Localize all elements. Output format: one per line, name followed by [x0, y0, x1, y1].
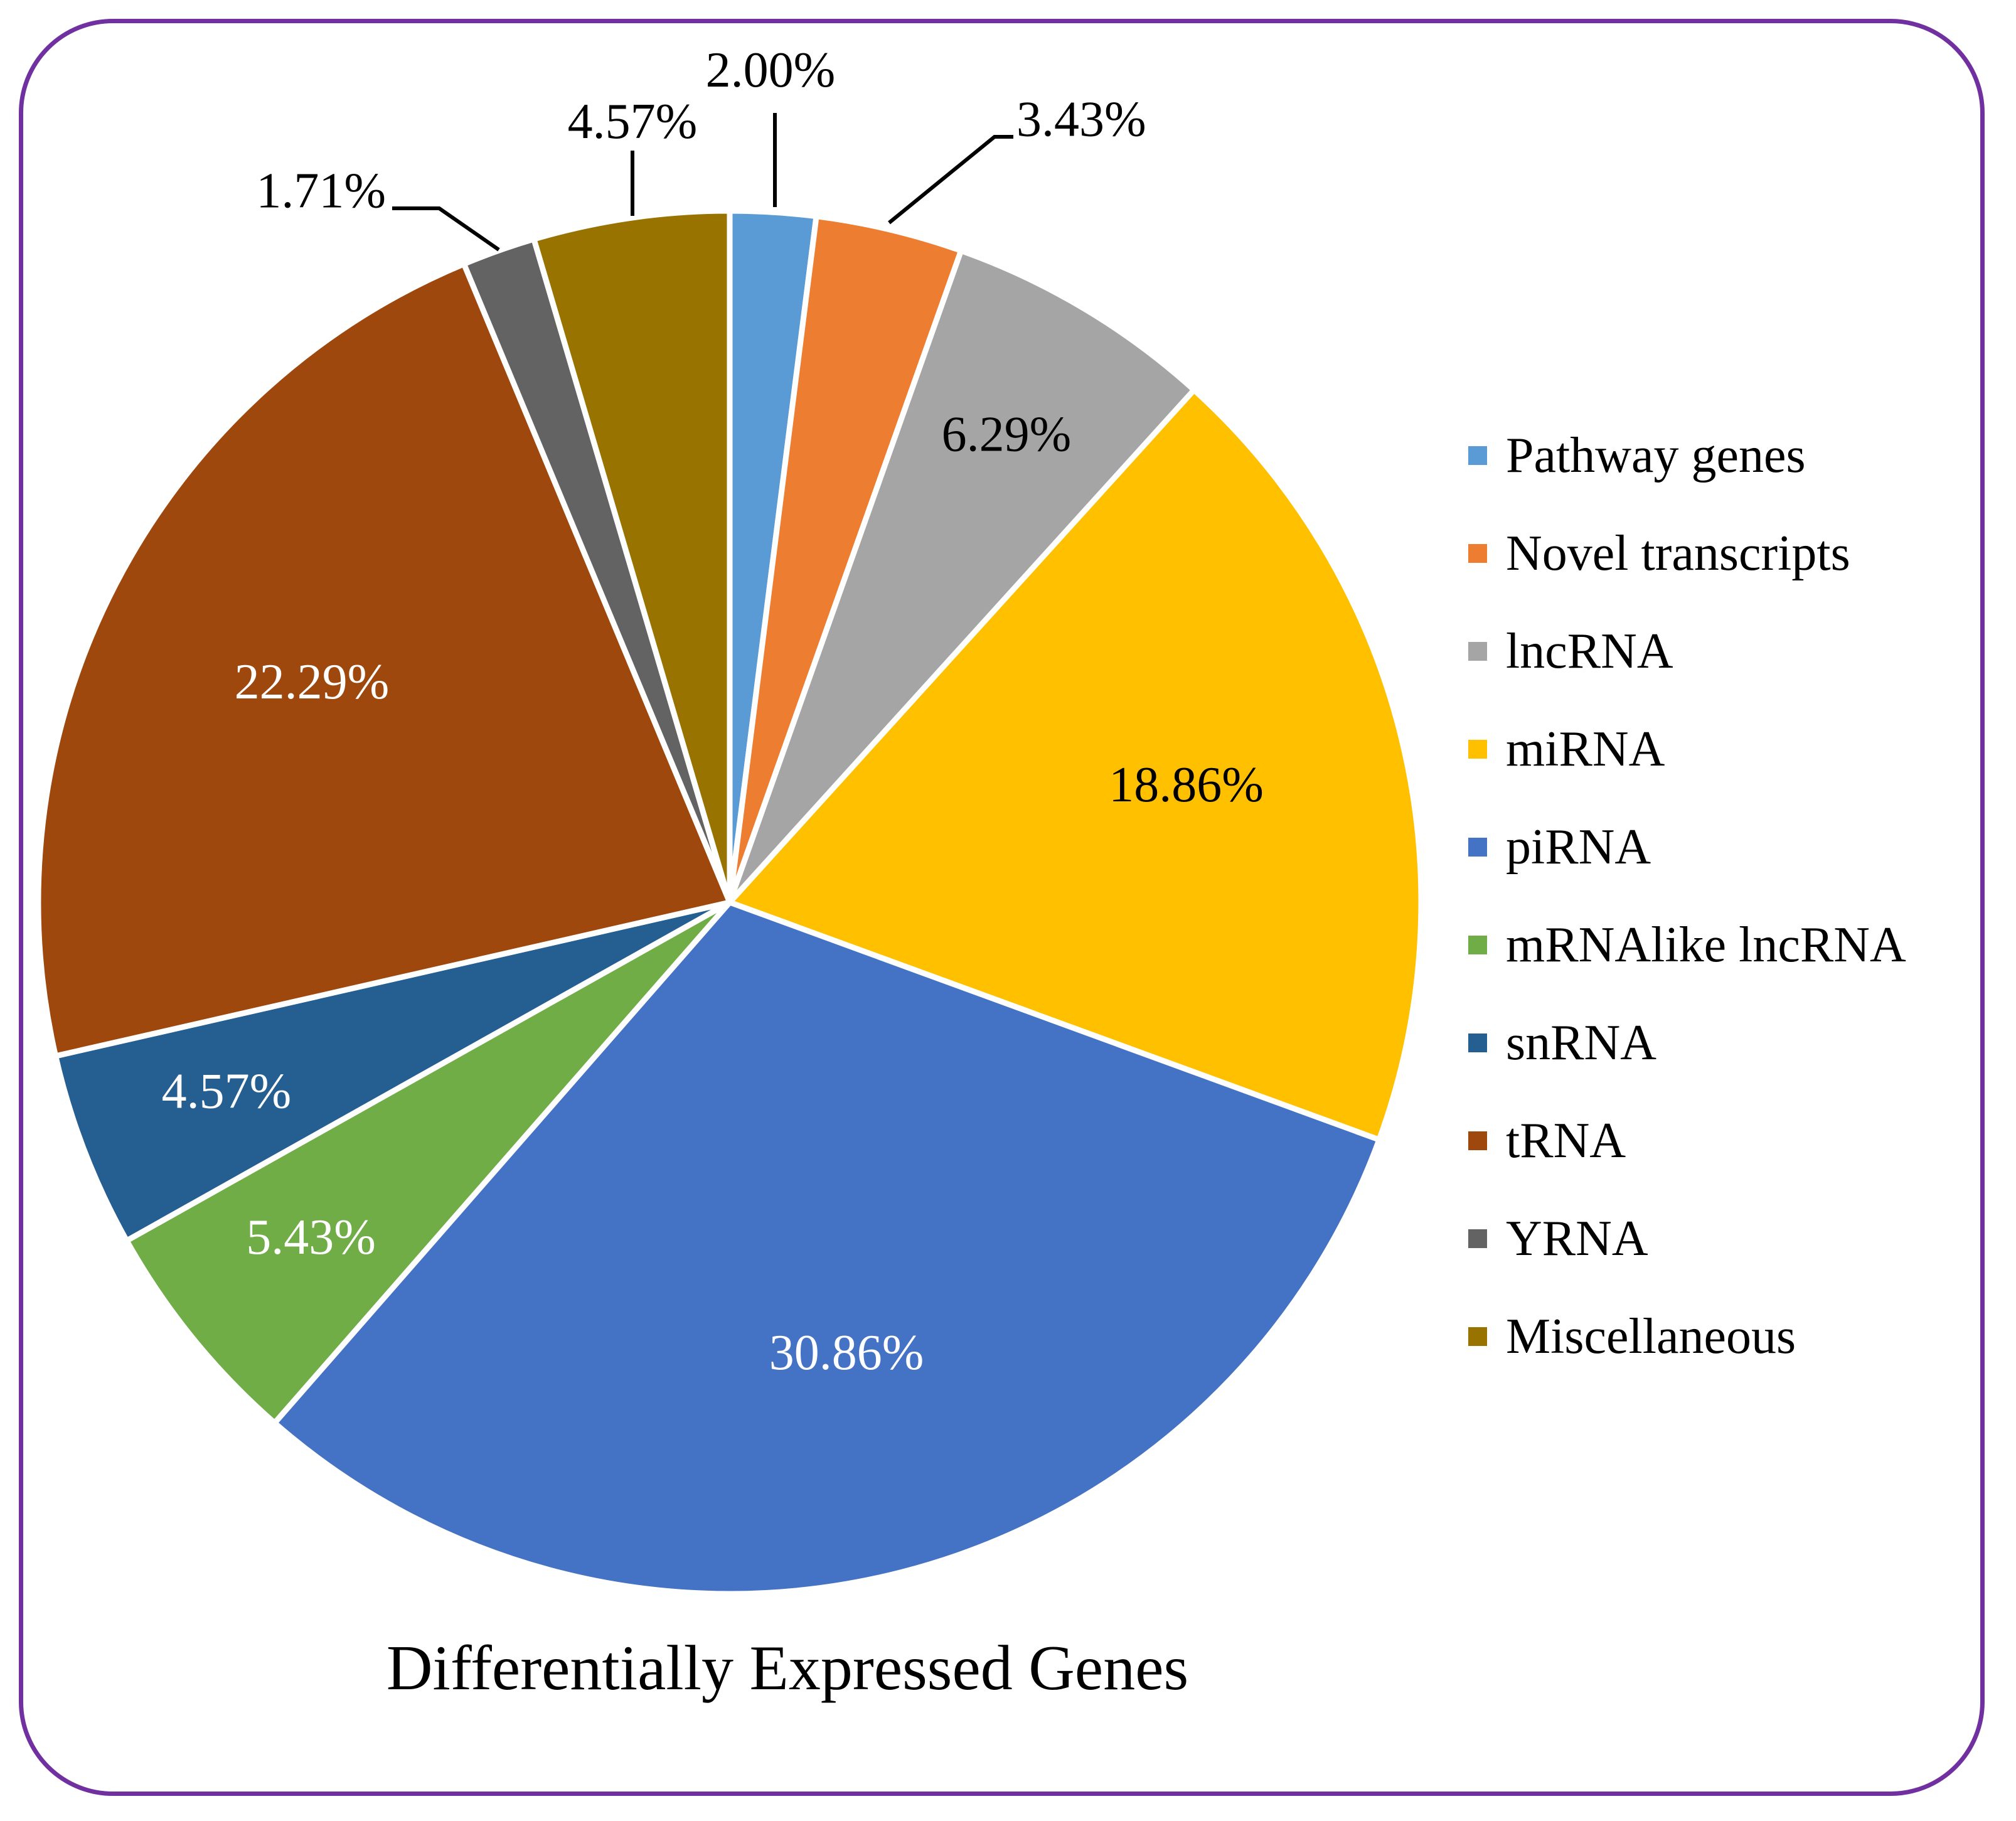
data-label-miscellaneous: 4.57%	[568, 94, 698, 149]
legend-swatch	[1468, 936, 1487, 954]
legend-swatch	[1468, 838, 1487, 857]
legend-item-mirna: miRNA	[1468, 700, 1906, 798]
legend-item-mrnalike-lncrna: mRNAlike lncRNA	[1468, 896, 1906, 994]
legend-swatch	[1468, 544, 1487, 563]
legend-label: mRNAlike lncRNA	[1506, 917, 1906, 973]
pie-slice-pirna	[272, 899, 1382, 1597]
legend-item-trna: tRNA	[1468, 1092, 1906, 1190]
legend-swatch	[1468, 1229, 1487, 1248]
leader-line-yrna	[392, 206, 500, 252]
pie-slice-trna	[35, 261, 733, 1059]
data-label-snrna: 4.57%	[162, 1064, 292, 1119]
legend-label: miRNA	[1506, 721, 1665, 777]
data-label-novel-transcripts: 3.43%	[1016, 92, 1146, 147]
legend-item-miscellaneous: Miscellaneous	[1468, 1288, 1906, 1386]
data-label-pathway-genes: 2.00%	[706, 43, 836, 98]
legend-swatch	[1468, 740, 1487, 759]
data-label-pirna: 30.86%	[769, 1325, 924, 1380]
legend-item-snrna: snRNA	[1468, 994, 1906, 1092]
data-label-mrnalike-lncrna: 5.43%	[246, 1210, 376, 1265]
data-label-trna: 22.29%	[235, 654, 390, 710]
legend-item-pirna: piRNA	[1468, 798, 1906, 896]
data-label-lncrna: 6.29%	[942, 407, 1072, 462]
legend-item-novel-transcripts: Novel transcripts	[1468, 505, 1906, 602]
pie-slice-novel-transcripts	[727, 213, 964, 905]
legend-label: piRNA	[1506, 819, 1651, 875]
legend-label: snRNA	[1506, 1015, 1657, 1071]
legend: Pathway genes Novel transcripts lncRNA miRN…	[1468, 407, 1906, 1386]
leader-line-novel-transcripts	[888, 135, 1013, 225]
legend-label: lncRNA	[1506, 623, 1673, 679]
pie-slice-snrna	[53, 899, 733, 1244]
legend-label: Pathway genes	[1506, 427, 1806, 483]
data-label-yrna: 1.71%	[256, 163, 386, 218]
pie-slice-miscellaneous	[531, 208, 733, 905]
legend-label: Novel transcripts	[1506, 525, 1850, 581]
legend-item-pathway-genes: Pathway genes	[1468, 407, 1906, 505]
chart-title: Differentially Expressed Genes	[386, 1633, 1189, 1704]
legend-label: Miscellaneous	[1506, 1308, 1796, 1364]
legend-item-yrna: YRNA	[1468, 1190, 1906, 1288]
legend-label: YRNA	[1506, 1210, 1648, 1266]
pie-slice-mirna	[727, 387, 1424, 1143]
legend-swatch	[1468, 1327, 1487, 1346]
data-label-mirna: 18.86%	[1109, 757, 1264, 813]
legend-swatch	[1468, 1033, 1487, 1052]
legend-swatch	[1468, 1131, 1487, 1150]
pie-slice-lncrna	[727, 248, 1197, 905]
legend-swatch	[1468, 642, 1487, 661]
pie-slice-mrnalike-lncrna	[124, 899, 733, 1426]
legend-item-lncrna: lncRNA	[1468, 602, 1906, 700]
legend-swatch	[1468, 446, 1487, 465]
legend-label: tRNA	[1506, 1113, 1626, 1168]
